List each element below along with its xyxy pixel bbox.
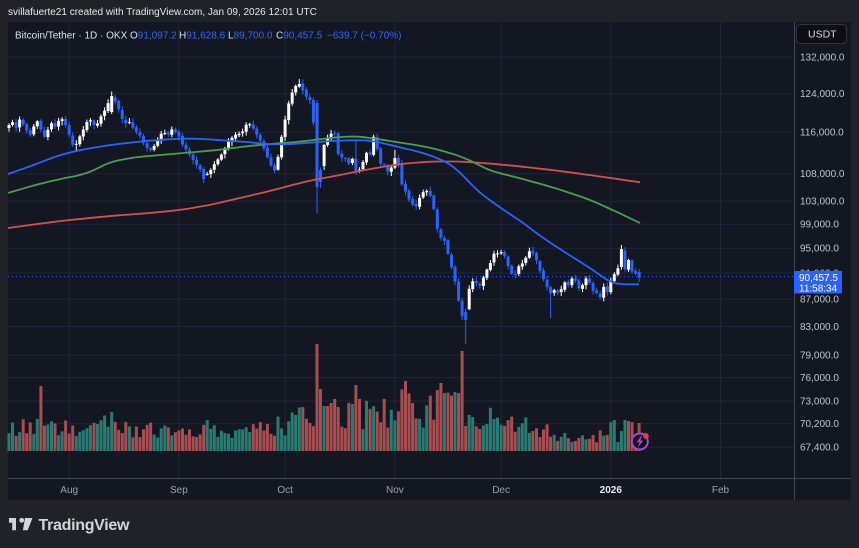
svg-text:73,000.0: 73,000.0 (800, 396, 839, 407)
svg-text:Oct: Oct (277, 485, 293, 496)
svg-text:79,000.0: 79,000.0 (800, 351, 839, 362)
svg-text:116,000.0: 116,000.0 (800, 128, 844, 139)
svg-text:TradingView: TradingView (39, 517, 131, 534)
svg-text:2026: 2026 (600, 485, 623, 496)
svg-text:83,000.0: 83,000.0 (800, 322, 839, 333)
svg-text:Nov: Nov (386, 485, 404, 496)
svg-text:11:58:34: 11:58:34 (799, 283, 838, 294)
svg-text:Dec: Dec (492, 485, 510, 496)
svg-text:USDT: USDT (808, 29, 837, 41)
svg-text:99,000.0: 99,000.0 (800, 220, 839, 231)
svg-text:103,000.0: 103,000.0 (800, 197, 845, 208)
svg-text:108,000.0: 108,000.0 (800, 169, 845, 180)
svg-text:svillafuerte21 created with Tr: svillafuerte21 created with TradingView.… (8, 7, 317, 18)
svg-text:95,000.0: 95,000.0 (800, 244, 839, 255)
svg-text:Aug: Aug (60, 485, 78, 496)
svg-text:70,200.0: 70,200.0 (800, 419, 839, 430)
svg-text:76,000.0: 76,000.0 (800, 373, 839, 384)
svg-text:132,000.0: 132,000.0 (800, 53, 845, 64)
svg-text:Feb: Feb (712, 485, 730, 496)
svg-text:Sep: Sep (170, 485, 188, 496)
svg-text:87,000.0: 87,000.0 (800, 295, 839, 306)
svg-text:90,457.5: 90,457.5 (799, 273, 838, 284)
svg-text:67,400.0: 67,400.0 (800, 443, 839, 454)
svg-text:124,000.0: 124,000.0 (800, 89, 845, 100)
